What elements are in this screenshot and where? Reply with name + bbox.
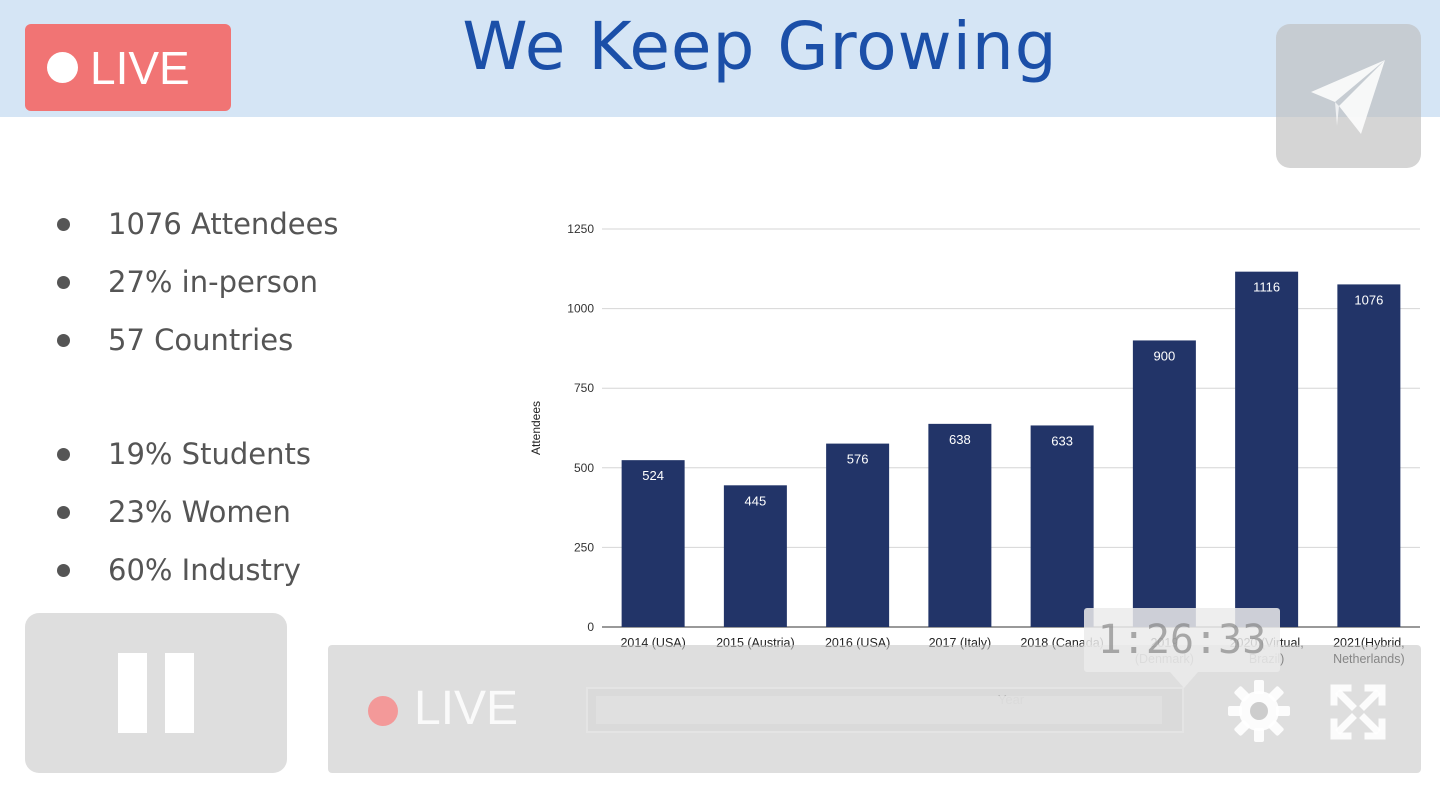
header-band bbox=[0, 0, 1440, 117]
slide-title: We Keep Growing bbox=[462, 8, 1058, 85]
live-badge[interactable]: LIVE bbox=[25, 24, 231, 111]
chart-bar bbox=[1030, 425, 1094, 627]
data-label: 633 bbox=[1051, 433, 1073, 448]
progress-fill bbox=[596, 696, 1162, 724]
list-item: 27% in-person bbox=[55, 258, 339, 316]
stat-text: 60% Industry bbox=[108, 553, 301, 587]
share-button[interactable] bbox=[1276, 24, 1421, 168]
y-tick-label: 250 bbox=[574, 540, 594, 554]
gear-hole bbox=[1250, 702, 1268, 720]
data-label: 638 bbox=[949, 432, 971, 447]
data-label: 445 bbox=[745, 493, 767, 508]
settings-button[interactable] bbox=[1226, 678, 1292, 744]
y-tick-label: 1250 bbox=[567, 222, 594, 236]
bullet-icon bbox=[57, 276, 70, 289]
bullet-icon bbox=[57, 218, 70, 231]
bullet-icon bbox=[57, 506, 70, 519]
list-item: 60% Industry bbox=[55, 546, 339, 604]
time-tooltip-text: 1:26:33 bbox=[1097, 617, 1267, 663]
pause-icon bbox=[165, 653, 194, 733]
time-tooltip: 1:26:33 bbox=[1084, 608, 1280, 688]
pause-icon bbox=[118, 653, 147, 733]
y-tick-label: 0 bbox=[587, 620, 594, 634]
y-axis-label: Attendees bbox=[529, 401, 543, 455]
chart-bar bbox=[928, 423, 992, 627]
stat-text: 1076 Attendees bbox=[108, 207, 339, 241]
stat-text: 23% Women bbox=[108, 495, 291, 529]
data-label: 524 bbox=[642, 468, 664, 483]
chart-bar bbox=[1337, 284, 1401, 627]
pause-button[interactable] bbox=[25, 613, 287, 773]
chart-bar bbox=[826, 443, 890, 627]
chart-bar bbox=[621, 460, 685, 627]
list-item: 1076 Attendees bbox=[55, 200, 339, 258]
stat-text: 27% in-person bbox=[108, 265, 318, 299]
data-label: 1116 bbox=[1253, 280, 1280, 295]
data-label: 576 bbox=[847, 452, 869, 467]
live-dot-icon bbox=[368, 696, 398, 726]
tooltip-arrow bbox=[1170, 672, 1198, 688]
stat-text: 57 Countries bbox=[108, 323, 294, 357]
live-indicator-label[interactable]: LIVE bbox=[414, 682, 519, 735]
list-item: 19% Students bbox=[55, 430, 339, 488]
stats-list: 1076 Attendees 27% in-person 57 Countrie… bbox=[55, 200, 339, 604]
data-label: 1076 bbox=[1354, 292, 1383, 307]
chart-bar bbox=[723, 485, 787, 627]
list-item: 57 Countries bbox=[55, 316, 339, 374]
chart-bar bbox=[1235, 271, 1299, 627]
fullscreen-button[interactable] bbox=[1330, 684, 1386, 740]
progress-slider[interactable] bbox=[586, 687, 1184, 733]
stat-text: 19% Students bbox=[108, 437, 311, 471]
live-dot-icon bbox=[47, 52, 78, 83]
live-badge-label: LIVE bbox=[90, 41, 190, 94]
bullet-icon bbox=[57, 448, 70, 461]
data-label: 900 bbox=[1154, 348, 1176, 363]
y-tick-label: 1000 bbox=[567, 302, 594, 316]
y-tick-label: 750 bbox=[574, 381, 594, 395]
list-item: 23% Women bbox=[55, 488, 339, 546]
y-tick-label: 500 bbox=[574, 461, 594, 475]
chart-bar bbox=[1132, 340, 1196, 627]
bullet-icon bbox=[57, 564, 70, 577]
fullscreen-icon bbox=[1330, 684, 1386, 740]
paper-plane-icon bbox=[1310, 60, 1385, 134]
bullet-icon bbox=[57, 334, 70, 347]
